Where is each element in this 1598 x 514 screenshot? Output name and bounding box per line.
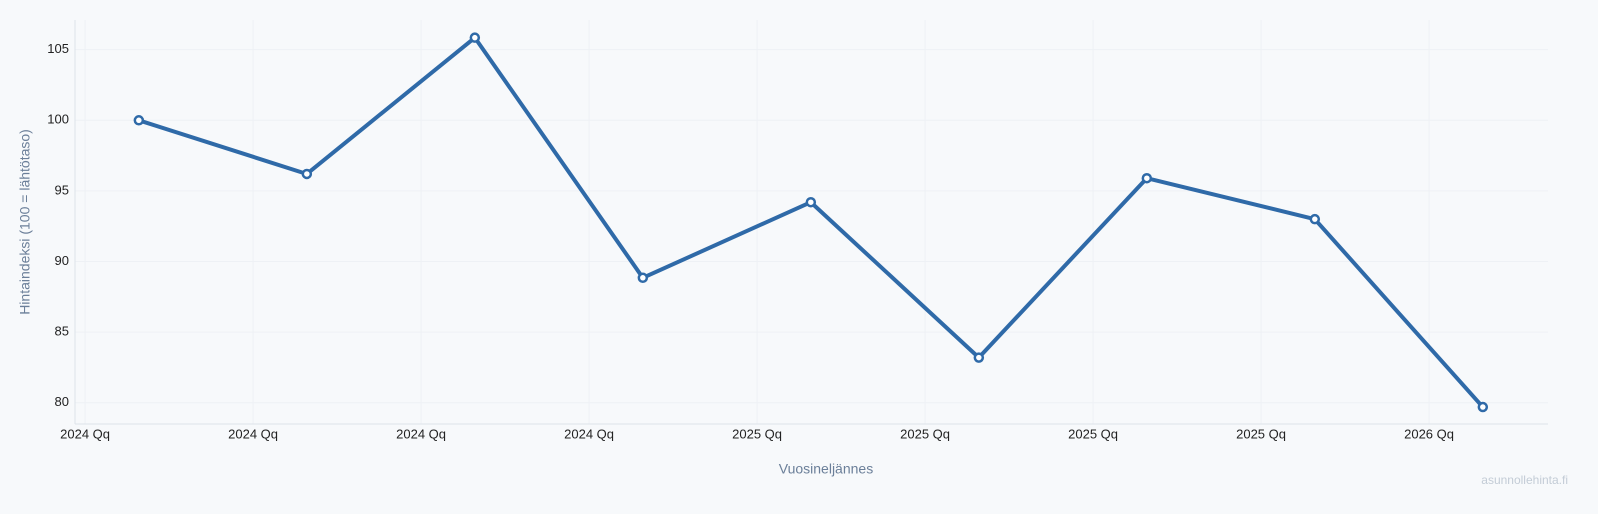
data-line	[138, 35, 1485, 409]
y-tick-label: 100	[47, 112, 69, 127]
x-tick-label: 2025 Qq	[732, 426, 782, 441]
y-tick-label: 80	[55, 394, 69, 409]
x-tick-label: 2024 Qq	[60, 426, 110, 441]
y-tick-label: 95	[55, 182, 69, 197]
x-tick-label: 2025 Qq	[1068, 426, 1118, 441]
data-point	[301, 168, 313, 180]
x-tick-label: 2024 Qq	[228, 426, 278, 441]
x-axis-title: Vuosineljännes	[779, 461, 873, 477]
data-point	[1477, 401, 1489, 413]
data-point	[637, 272, 649, 284]
x-tick-label: 2024 Qq	[564, 426, 614, 441]
y-axis-title: Hintaindeksi (100 = lähtötaso)	[17, 129, 33, 315]
y-tick-label: 85	[55, 324, 69, 339]
watermark: asunnollehinta.fi	[1481, 473, 1568, 487]
y-tick-label: 90	[55, 253, 69, 268]
data-point	[469, 32, 481, 43]
x-tick-label: 2025 Qq	[1236, 426, 1286, 441]
y-tick-label: 105	[47, 41, 69, 56]
data-point	[133, 115, 145, 126]
data-point	[973, 352, 985, 363]
x-tick-label: 2024 Qq	[396, 426, 446, 441]
x-tick-label: 2026 Qq	[1404, 426, 1454, 441]
data-point	[805, 196, 817, 208]
data-point	[1309, 213, 1321, 225]
x-tick-label: 2025 Qq	[900, 426, 950, 441]
data-point	[1141, 172, 1153, 184]
